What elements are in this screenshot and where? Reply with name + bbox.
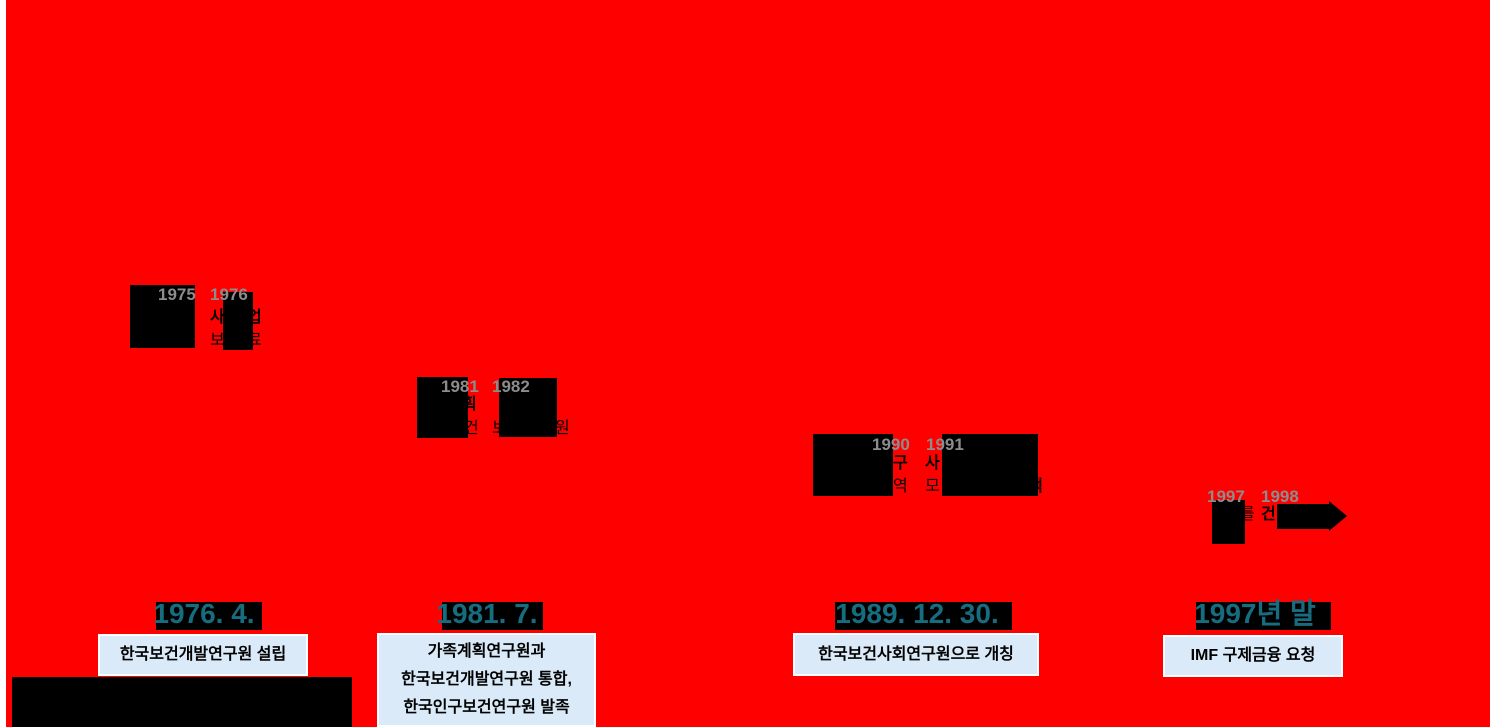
milestone-date: 1976. 4.: [153, 598, 255, 629]
event-text: 한국보건개발연구원 통합,: [401, 671, 572, 688]
fragment-text: 보: [210, 332, 225, 349]
arrow-right-icon: [1329, 501, 1347, 531]
year-label-1982: 1982: [492, 377, 530, 396]
event-text: 한국인구보건연구원 발족: [403, 699, 570, 716]
fragment-text: 원: [555, 420, 570, 437]
redaction-box: [130, 285, 195, 348]
fragment-text: 역: [893, 478, 908, 495]
event-box: 가족계획연구원과 한국보건개발연구원 통합, 한국인구보건연구원 발족: [377, 633, 596, 727]
milestone-date: 1997년 말: [1194, 598, 1316, 629]
event-box: 한국보건개발연구원 설립: [98, 634, 308, 676]
date-highlight: [835, 602, 1012, 630]
redaction-box: [12, 677, 352, 727]
fragment-text: 사: [925, 455, 940, 472]
fragment-text: 건: [1261, 506, 1276, 523]
event-text: 한국보건개발연구원 설립: [119, 646, 287, 663]
redaction-box: [1212, 500, 1245, 544]
redaction-box: [417, 377, 468, 438]
event-box: IMF 구제금융 요청: [1163, 635, 1343, 677]
redaction-box: [942, 434, 1038, 496]
redaction-box: [1277, 504, 1329, 529]
year-label-1975: 1975: [158, 285, 196, 304]
event-text: IMF 구제금융 요청: [1190, 647, 1316, 664]
fragment-text: 사: [210, 309, 225, 326]
year-label-1997: 1997: [1207, 487, 1245, 506]
year-label-1976: 1976: [210, 285, 248, 304]
date-highlight: [1196, 602, 1331, 630]
fragment-text: 구: [893, 455, 908, 472]
event-box: 한국보건사회연구원으로 개칭: [793, 633, 1039, 676]
date-highlight: [442, 602, 543, 630]
event-text: 가족계획연구원과: [427, 643, 546, 660]
year-label-1991: 1991: [926, 435, 964, 454]
redaction-box: [223, 292, 253, 350]
fragment-text: 모: [925, 478, 940, 495]
date-highlight: [156, 602, 262, 630]
redaction-box: [813, 434, 893, 496]
year-label-1998: 1998: [1261, 487, 1299, 506]
event-text: 한국보건사회연구원으로 개칭: [818, 645, 1014, 663]
milestone-date: 1981. 7.: [436, 598, 538, 629]
redaction-box: [499, 378, 557, 437]
year-label-1981: 1981: [441, 377, 479, 396]
year-label-1990: 1990: [872, 435, 910, 454]
milestone-date: 1989. 12. 30.: [835, 598, 999, 629]
